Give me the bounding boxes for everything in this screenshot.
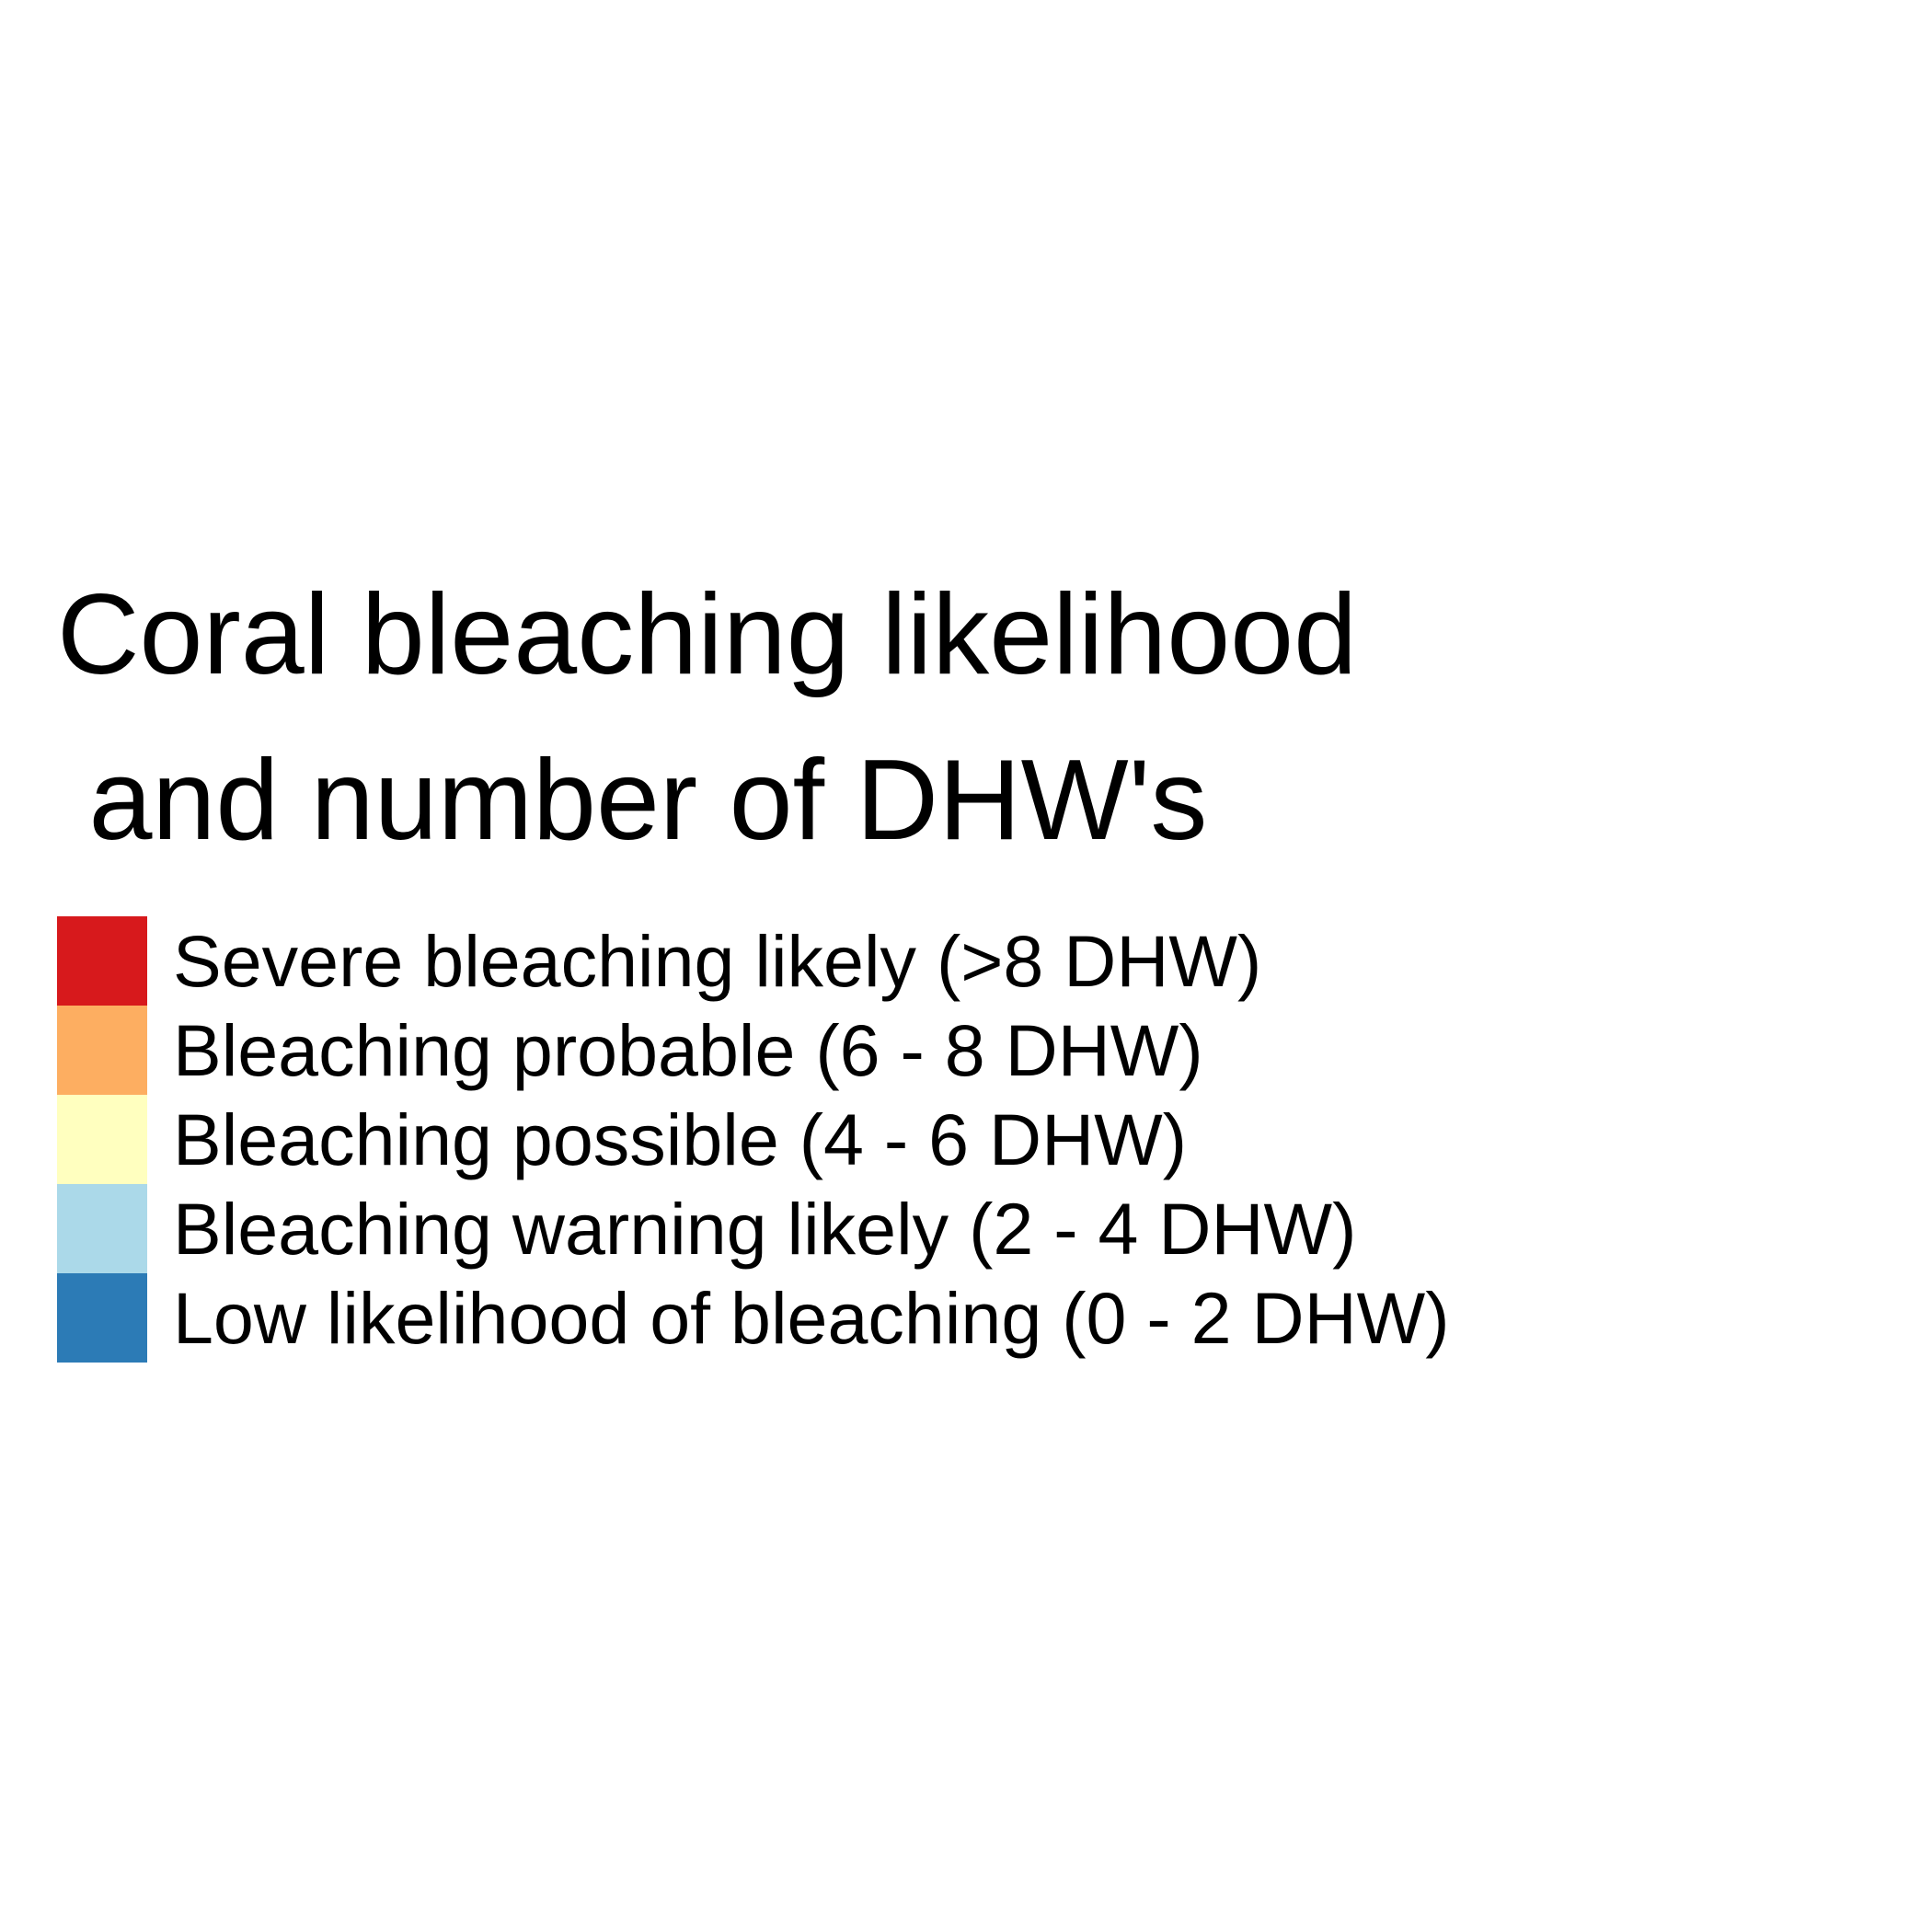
legend-label-warning: Bleaching warning likely (2 - 4 DHW) <box>173 1188 1357 1270</box>
legend-swatch-low <box>57 1273 147 1363</box>
legend-title-line-2: and number of DHW's <box>57 737 1208 864</box>
legend-item-warning: Bleaching warning likely (2 - 4 DHW) <box>57 1184 1621 1273</box>
legend-swatch-possible <box>57 1095 147 1184</box>
legend-item-possible: Bleaching possible (4 - 6 DHW) <box>57 1095 1621 1184</box>
legend-item-low: Low likelihood of bleaching (0 - 2 DHW) <box>57 1273 1621 1363</box>
legend-item-severe: Severe bleaching likely (>8 DHW) <box>57 916 1621 1006</box>
legend-item-probable: Bleaching probable (6 - 8 DHW) <box>57 1006 1621 1095</box>
legend-swatch-warning <box>57 1184 147 1273</box>
legend-label-low: Low likelihood of bleaching (0 - 2 DHW) <box>173 1277 1450 1359</box>
legend-label-probable: Bleaching probable (6 - 8 DHW) <box>173 1009 1203 1091</box>
legend-items: Severe bleaching likely (>8 DHW) Bleachi… <box>57 916 1621 1363</box>
bleaching-legend: Coral bleaching likelihood and number of… <box>57 552 1621 1363</box>
legend-swatch-probable <box>57 1006 147 1095</box>
legend-swatch-severe <box>57 916 147 1006</box>
legend-label-possible: Bleaching possible (4 - 6 DHW) <box>173 1098 1188 1180</box>
legend-label-severe: Severe bleaching likely (>8 DHW) <box>173 920 1262 1002</box>
legend-title: Coral bleaching likelihood and number of… <box>57 552 1621 883</box>
legend-title-line-1: Coral bleaching likelihood <box>57 571 1358 698</box>
